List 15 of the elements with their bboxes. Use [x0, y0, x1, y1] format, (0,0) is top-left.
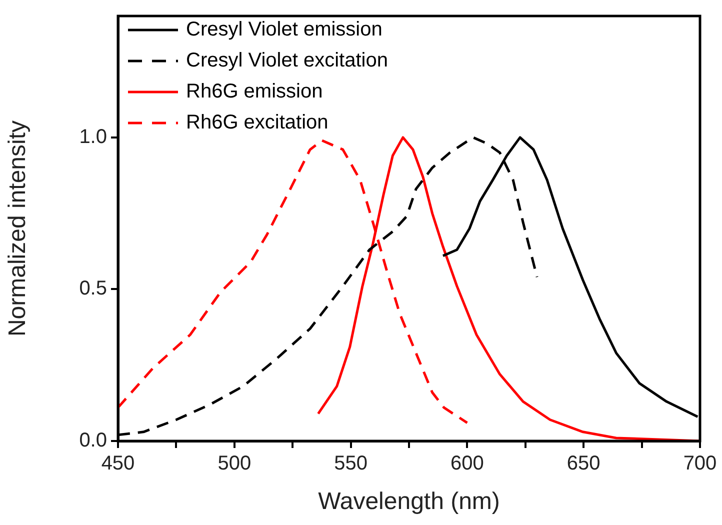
y-tick-label: 1.0 [79, 126, 107, 148]
legend-label: Rh6G emission [186, 80, 323, 103]
x-tick-label: 700 [683, 452, 717, 475]
x-tick-label: 650 [566, 452, 600, 475]
x-tick-label: 550 [334, 452, 368, 475]
x-tick-label: 600 [450, 452, 484, 475]
legend-label: Cresyl Violet excitation [186, 50, 388, 72]
x-tick-label: 500 [218, 452, 252, 475]
y-axis-title: Normalized intensity [4, 120, 32, 337]
legend-label: Cresyl Violet emission [186, 18, 382, 41]
x-tick-label: 450 [101, 452, 135, 475]
x-axis-title: Wavelength (nm) [318, 488, 500, 516]
y-tick-label: 0.5 [79, 278, 107, 300]
y-tick-label: 0.0 [79, 430, 107, 452]
legend-label: Rh6G excitation [186, 112, 328, 134]
